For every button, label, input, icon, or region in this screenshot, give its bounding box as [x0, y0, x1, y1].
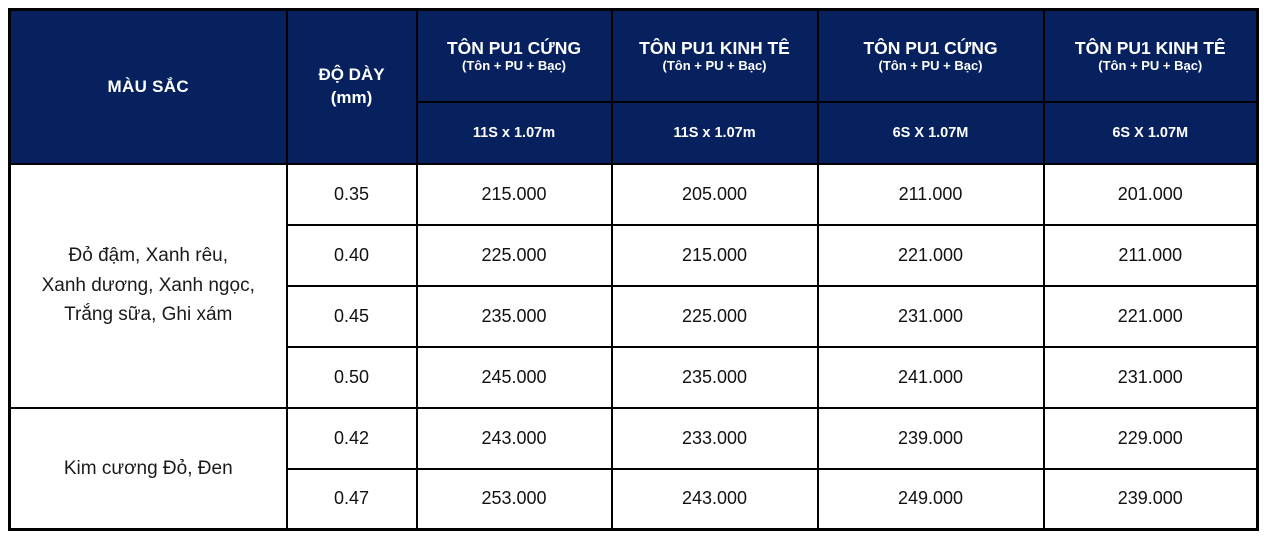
header-row-sizes: 11S x 1.07m 11S x 1.07m 6S X 1.07M 6S X … — [10, 100, 1259, 165]
table-row: Đỏ đậm, Xanh rêu, Xanh dương, Xanh ngọc,… — [8, 162, 1259, 409]
price-cell: 253.000 — [415, 467, 613, 531]
price-cell: 239.000 — [1042, 467, 1259, 531]
product-subtitle: (Tôn + PU + Bạc) — [878, 58, 983, 74]
product-subtitle: (Tôn + PU + Bạc) — [662, 58, 767, 74]
price-cell: 245.000 — [415, 345, 613, 409]
table-row: 0.40 225.000 215.000 221.000 211.000 — [10, 223, 1259, 287]
thickness-cell: 0.42 — [285, 406, 418, 470]
thickness-cell: 0.47 — [285, 467, 418, 531]
header-size-2: 11S x 1.07m — [610, 100, 819, 165]
price-cell: 235.000 — [415, 284, 613, 348]
header-size-4: 6S X 1.07M — [1042, 100, 1259, 165]
price-cell: 243.000 — [415, 406, 613, 470]
header-product-2: TÔN PU1 KINH TÊ (Tôn + PU + Bạc) — [610, 8, 819, 103]
price-cell: 221.000 — [1042, 284, 1259, 348]
price-table: MÀU SẮC ĐỘ DÀY (mm) TÔN PU1 CỨNG (Tôn + … — [8, 8, 1259, 531]
header-product-3: TÔN PU1 CỨNG (Tôn + PU + Bạc) — [816, 8, 1045, 103]
price-cell: 235.000 — [610, 345, 819, 409]
color-group-label-1: Đỏ đậm, Xanh rêu, Xanh dương, Xanh ngọc,… — [8, 162, 288, 409]
product-title: TÔN PU1 KINH TÊ — [1074, 37, 1226, 58]
thickness-cell: 0.45 — [285, 284, 418, 348]
price-cell: 239.000 — [816, 406, 1045, 470]
thickness-cell: 0.50 — [285, 345, 418, 409]
price-cell: 221.000 — [816, 223, 1045, 287]
price-cell: 211.000 — [1042, 223, 1259, 287]
table-row: Kim cương Đỏ, Đen 0.42 243.000 233.000 2… — [8, 406, 1259, 531]
price-cell: 233.000 — [610, 406, 819, 470]
header-product-1: TÔN PU1 CỨNG (Tôn + PU + Bạc) — [415, 8, 613, 103]
product-subtitle: (Tôn + PU + Bạc) — [1098, 58, 1203, 74]
header-color-column: MÀU SẮC — [8, 8, 288, 165]
color-group-label-2: Kim cương Đỏ, Đen — [8, 406, 288, 531]
table-row: 0.47 253.000 243.000 249.000 239.000 — [10, 467, 1259, 531]
price-cell: 249.000 — [816, 467, 1045, 531]
header-product-4: TÔN PU1 KINH TÊ (Tôn + PU + Bạc) — [1042, 8, 1259, 103]
price-cell: 215.000 — [415, 162, 613, 226]
price-cell: 225.000 — [415, 223, 613, 287]
product-title: TÔN PU1 CỨNG — [446, 37, 582, 58]
price-cell: 225.000 — [610, 284, 819, 348]
price-cell: 201.000 — [1042, 162, 1259, 226]
table-row: 0.45 235.000 225.000 231.000 221.000 — [10, 284, 1259, 348]
price-cell: 211.000 — [816, 162, 1045, 226]
header-row-products: MÀU SẮC ĐỘ DÀY (mm) TÔN PU1 CỨNG (Tôn + … — [8, 8, 1259, 165]
header-size-3: 6S X 1.07M — [816, 100, 1045, 165]
price-cell: 231.000 — [1042, 345, 1259, 409]
header-thickness-column: ĐỘ DÀY (mm) — [285, 8, 418, 165]
thickness-cell: 0.40 — [285, 223, 418, 287]
product-title: TÔN PU1 KINH TÊ — [639, 37, 790, 58]
price-cell: 243.000 — [610, 467, 819, 531]
header-size-1: 11S x 1.07m — [415, 100, 613, 165]
price-cell: 229.000 — [1042, 406, 1259, 470]
price-cell: 231.000 — [816, 284, 1045, 348]
price-cell: 215.000 — [610, 223, 819, 287]
thickness-cell: 0.35 — [285, 162, 418, 226]
price-cell: 241.000 — [816, 345, 1045, 409]
product-subtitle: (Tôn + PU + Bạc) — [461, 58, 567, 74]
price-cell: 205.000 — [610, 162, 819, 226]
table-row: 0.50 245.000 235.000 241.000 231.000 — [10, 345, 1259, 409]
product-title: TÔN PU1 CỨNG — [863, 37, 998, 58]
